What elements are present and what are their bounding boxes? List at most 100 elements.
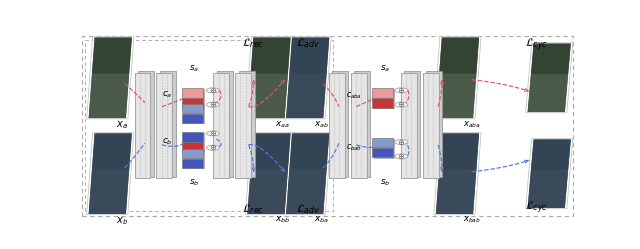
- Polygon shape: [245, 37, 292, 119]
- Bar: [239, 71, 255, 177]
- Polygon shape: [248, 133, 291, 214]
- Text: $\mathcal{L}_{adv}$: $\mathcal{L}_{adv}$: [296, 202, 320, 216]
- Bar: [213, 73, 229, 179]
- Text: $s_b$: $s_b$: [189, 178, 200, 188]
- Bar: [183, 149, 204, 158]
- Bar: [183, 133, 204, 142]
- Polygon shape: [251, 133, 291, 170]
- Bar: [156, 73, 172, 179]
- Polygon shape: [248, 74, 288, 118]
- Bar: [182, 104, 202, 113]
- Text: $x_{ab}$: $x_{ab}$: [314, 119, 329, 129]
- Text: $\oplus$: $\oplus$: [397, 100, 406, 109]
- Polygon shape: [89, 170, 129, 214]
- Polygon shape: [251, 38, 291, 74]
- Polygon shape: [436, 38, 479, 118]
- Polygon shape: [527, 139, 571, 208]
- Circle shape: [395, 88, 408, 93]
- Text: $x_{aa}$: $x_{aa}$: [275, 119, 290, 129]
- Circle shape: [395, 154, 408, 159]
- Polygon shape: [284, 133, 332, 215]
- Text: $x_{bab}$: $x_{bab}$: [463, 215, 481, 225]
- Polygon shape: [434, 37, 481, 119]
- Bar: [182, 159, 202, 168]
- Text: $x_{ba}$: $x_{ba}$: [314, 215, 329, 225]
- Bar: [329, 73, 345, 179]
- Text: $\mathcal{L}_{cyc}$: $\mathcal{L}_{cyc}$: [525, 199, 548, 216]
- Text: $\oplus$: $\oplus$: [209, 129, 217, 138]
- Text: $x_b$: $x_b$: [116, 215, 128, 227]
- Bar: [355, 71, 370, 177]
- Circle shape: [207, 102, 220, 107]
- Circle shape: [395, 139, 408, 144]
- Text: $s_b$: $s_b$: [380, 178, 390, 188]
- Polygon shape: [525, 43, 573, 113]
- Polygon shape: [86, 37, 134, 119]
- Bar: [183, 104, 204, 113]
- Polygon shape: [284, 37, 332, 119]
- Text: $\oplus$: $\oplus$: [209, 86, 217, 95]
- Bar: [183, 159, 204, 168]
- Polygon shape: [286, 133, 329, 214]
- Bar: [401, 73, 417, 179]
- Text: $\oplus$: $\oplus$: [397, 152, 406, 161]
- Polygon shape: [439, 133, 479, 170]
- Text: $\mathcal{L}_{rec}$: $\mathcal{L}_{rec}$: [242, 202, 264, 216]
- Polygon shape: [289, 133, 329, 170]
- Text: $c_{aba}$: $c_{aba}$: [346, 91, 362, 101]
- Bar: [134, 73, 150, 179]
- Bar: [351, 73, 367, 179]
- Polygon shape: [531, 44, 571, 74]
- Polygon shape: [525, 139, 573, 209]
- Polygon shape: [286, 170, 326, 214]
- Bar: [332, 71, 348, 177]
- Text: $c_{bab}$: $c_{bab}$: [346, 142, 362, 153]
- Polygon shape: [436, 133, 479, 214]
- Polygon shape: [248, 170, 288, 214]
- Text: $\oplus$: $\oplus$: [397, 86, 406, 95]
- Bar: [182, 88, 202, 98]
- Text: $\oplus$: $\oplus$: [209, 143, 217, 152]
- Bar: [85, 40, 333, 211]
- Polygon shape: [92, 38, 132, 74]
- Text: $s_a$: $s_a$: [380, 63, 390, 74]
- Polygon shape: [92, 133, 132, 170]
- Bar: [372, 148, 393, 157]
- Bar: [404, 71, 420, 177]
- Circle shape: [207, 88, 220, 93]
- Polygon shape: [89, 133, 132, 214]
- Text: $\mathcal{L}_{rec}$: $\mathcal{L}_{rec}$: [242, 37, 264, 50]
- Bar: [423, 73, 438, 179]
- Polygon shape: [289, 38, 329, 74]
- Polygon shape: [245, 133, 292, 215]
- Polygon shape: [89, 74, 129, 118]
- Text: $x_{aba}$: $x_{aba}$: [463, 119, 481, 129]
- Bar: [183, 143, 204, 152]
- Circle shape: [395, 102, 408, 107]
- Text: $\oplus$: $\oplus$: [209, 100, 217, 109]
- Text: $\oplus$: $\oplus$: [397, 137, 406, 147]
- Polygon shape: [89, 38, 132, 118]
- Polygon shape: [531, 139, 571, 170]
- Polygon shape: [286, 38, 329, 118]
- Text: $s_a$: $s_a$: [189, 63, 200, 74]
- Polygon shape: [436, 170, 476, 214]
- Bar: [182, 98, 202, 108]
- Text: $\mathcal{L}_{adv}$: $\mathcal{L}_{adv}$: [296, 37, 320, 50]
- Polygon shape: [436, 74, 476, 118]
- Polygon shape: [527, 44, 571, 112]
- Polygon shape: [527, 170, 568, 208]
- Bar: [426, 71, 442, 177]
- Bar: [138, 71, 154, 177]
- Bar: [372, 138, 393, 147]
- Polygon shape: [286, 74, 326, 118]
- Bar: [182, 142, 202, 152]
- Bar: [374, 99, 394, 108]
- Circle shape: [207, 131, 220, 136]
- Circle shape: [207, 145, 220, 150]
- Bar: [374, 139, 394, 148]
- Polygon shape: [527, 74, 568, 112]
- Bar: [217, 71, 233, 177]
- Text: $c_a$: $c_a$: [162, 90, 172, 100]
- Bar: [236, 73, 251, 179]
